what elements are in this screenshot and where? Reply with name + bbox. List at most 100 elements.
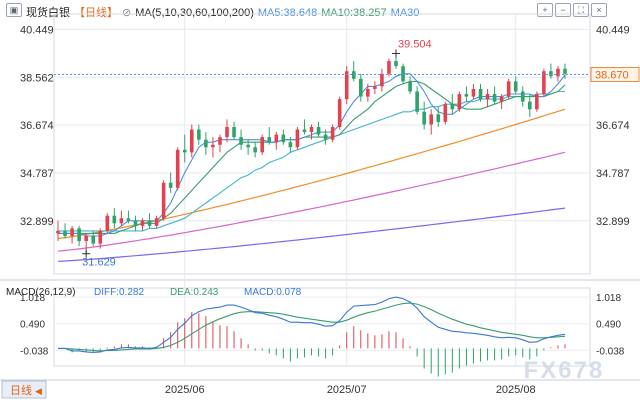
candle-body	[56, 230, 60, 234]
candle-body	[527, 101, 532, 110]
price-tick-right: 32.899	[596, 216, 630, 228]
candle-body	[373, 86, 377, 89]
candle-body	[63, 230, 67, 236]
candle-body	[535, 94, 539, 110]
macd-tick-left: 1.018	[20, 293, 45, 304]
candle-body	[316, 126, 321, 135]
candle-body	[225, 126, 229, 138]
candle-body	[471, 88, 476, 97]
candle-body	[499, 96, 504, 102]
candle-body	[506, 81, 511, 97]
price-tick-right: 34.787	[596, 168, 630, 180]
macd-tick-left: -0.038	[20, 346, 49, 357]
candle-body	[77, 228, 81, 242]
candle-body	[140, 220, 145, 226]
candle-body	[133, 220, 138, 226]
candle-body	[204, 139, 208, 148]
candle-body	[295, 129, 300, 148]
candle-body	[267, 137, 272, 143]
candle-body	[464, 94, 469, 97]
macd-tick-left: 0.490	[20, 320, 45, 331]
ma-long-line	[57, 151, 566, 252]
candle-body	[436, 114, 441, 122]
candle-body	[401, 66, 405, 82]
macd-panel-frame	[53, 287, 591, 367]
close-icon[interactable]: ×	[591, 3, 607, 17]
candle-body	[422, 111, 426, 125]
candle-body	[408, 81, 412, 92]
candle-body	[211, 144, 215, 148]
ma10-legend: MA10:38.257	[321, 7, 387, 19]
price-tick-left: 34.787	[20, 168, 54, 180]
candle-body	[520, 91, 525, 102]
candle-body	[154, 218, 159, 226]
time-tick-label: 2025/08	[496, 384, 536, 396]
candle-body	[323, 134, 328, 140]
candle-body	[394, 61, 398, 67]
price-tick-left: 38.562	[20, 72, 54, 84]
ma5-legend: MA5:38.648	[257, 7, 318, 19]
candle-body	[98, 230, 103, 244]
period-tab-arrow-icon[interactable]: ◀	[35, 386, 42, 396]
candle-body	[84, 235, 88, 242]
current-price-label: 38.670	[595, 70, 629, 82]
candle-body	[253, 147, 257, 153]
candle-body	[337, 99, 342, 127]
candle-body	[161, 182, 166, 219]
candle-body	[478, 88, 483, 100]
candle-body	[429, 114, 434, 125]
candle-body	[175, 149, 180, 188]
price-tick-right: 40.449	[596, 24, 630, 36]
candle-body	[281, 134, 286, 143]
price-tick-left: 32.899	[20, 216, 54, 228]
candle-body	[189, 129, 194, 153]
candle-body	[443, 104, 448, 122]
ma-long-line	[57, 207, 566, 262]
candle-body	[344, 71, 349, 100]
candle-body	[549, 71, 553, 77]
ma10-line	[58, 80, 566, 234]
candle-body	[274, 134, 279, 143]
candle-body	[302, 129, 307, 133]
period-tab-label[interactable]: 日线	[10, 383, 32, 397]
macd-tick-right: 1.018	[596, 293, 621, 304]
candle-body	[239, 137, 243, 145]
candle-body	[70, 228, 74, 236]
candle-body	[112, 215, 117, 224]
candle-body	[513, 81, 518, 92]
candle-body	[485, 94, 490, 100]
price-tick-right: 36.674	[596, 120, 630, 132]
candle-body	[119, 218, 124, 224]
instrument-name: 现货白银	[26, 7, 70, 19]
watermark: FX678	[524, 357, 605, 384]
settings-icon[interactable]: ▣	[6, 3, 22, 17]
candle-body	[556, 68, 560, 77]
current-price-tag	[590, 67, 640, 83]
candle-body	[168, 182, 173, 188]
candle-body	[351, 71, 356, 79]
ma-indicator-label: MA(5,10,30,60,100,200)	[135, 7, 254, 19]
low-annotation: 31.629	[82, 257, 116, 269]
candle-body	[542, 71, 546, 95]
macd-tick-right: -0.038	[596, 346, 625, 357]
candle-body	[288, 142, 293, 148]
indicator-toggle-icon[interactable]: ⊘	[122, 7, 132, 19]
candle-body	[358, 78, 363, 97]
candle-body	[450, 104, 455, 110]
candle-body	[330, 126, 335, 140]
price-tick-left: 40.449	[20, 24, 54, 36]
period-tag[interactable]: 【日线】	[74, 7, 118, 19]
time-tick-label: 2025/06	[165, 384, 205, 396]
macd-value-label: MACD:0.078	[244, 287, 302, 298]
candle-body	[218, 137, 222, 145]
candle-body	[387, 61, 391, 74]
high-annotation: 39.504	[398, 38, 432, 50]
ma30-legend: MA30	[390, 7, 420, 19]
candle-body	[147, 220, 152, 226]
macd-dea-label: DEA:0.243	[170, 287, 219, 298]
candle-body	[246, 144, 250, 148]
candle-body	[366, 88, 370, 97]
period-tab-bg[interactable]	[1, 380, 47, 399]
